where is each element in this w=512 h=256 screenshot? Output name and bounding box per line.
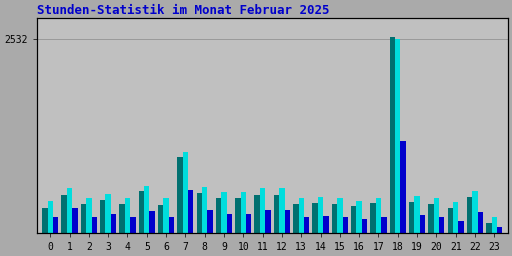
Bar xyxy=(235,198,241,233)
Bar xyxy=(492,217,497,233)
Bar xyxy=(395,39,400,233)
Bar xyxy=(207,210,213,233)
Bar xyxy=(497,227,502,233)
Bar xyxy=(163,198,169,233)
Bar xyxy=(318,197,323,233)
Bar xyxy=(439,217,444,233)
Bar xyxy=(177,157,183,233)
Bar xyxy=(414,196,420,233)
Bar xyxy=(183,152,188,233)
Bar xyxy=(144,186,150,233)
Bar xyxy=(105,194,111,233)
Bar xyxy=(254,195,260,233)
Bar xyxy=(285,210,290,233)
Bar xyxy=(53,218,58,233)
Bar xyxy=(467,197,472,233)
Bar xyxy=(390,37,395,233)
Bar xyxy=(48,201,53,233)
Bar xyxy=(246,214,251,233)
Bar xyxy=(298,198,304,233)
Bar xyxy=(169,218,174,233)
Bar xyxy=(111,214,116,233)
Bar xyxy=(472,191,478,233)
Bar xyxy=(279,188,285,233)
Bar xyxy=(81,205,86,233)
Bar xyxy=(227,214,232,233)
Bar xyxy=(265,210,271,233)
Bar xyxy=(381,218,387,233)
Bar xyxy=(356,201,362,233)
Bar xyxy=(293,205,298,233)
Bar xyxy=(376,198,381,233)
Bar xyxy=(274,195,279,233)
Bar xyxy=(100,200,105,233)
Bar xyxy=(312,203,318,233)
Bar xyxy=(420,215,425,233)
Bar xyxy=(72,208,78,233)
Bar xyxy=(337,198,343,233)
Bar xyxy=(351,206,356,233)
Bar xyxy=(260,188,265,233)
Bar xyxy=(125,198,130,233)
Bar xyxy=(202,187,207,233)
Bar xyxy=(158,205,163,233)
Bar xyxy=(458,221,464,233)
Bar xyxy=(188,190,194,233)
Bar xyxy=(130,218,136,233)
Text: Stunden-Statistik im Monat Februar 2025: Stunden-Statistik im Monat Februar 2025 xyxy=(37,4,329,17)
Bar xyxy=(453,202,458,233)
Bar xyxy=(197,193,202,233)
Bar xyxy=(86,198,92,233)
Bar xyxy=(42,208,48,233)
Bar xyxy=(139,191,144,233)
Bar xyxy=(323,216,329,233)
Bar xyxy=(409,202,414,233)
Bar xyxy=(119,205,125,233)
Bar xyxy=(428,204,434,233)
Bar xyxy=(486,223,492,233)
Bar xyxy=(221,192,227,233)
Bar xyxy=(343,218,348,233)
Bar xyxy=(478,212,483,233)
Bar xyxy=(362,219,367,233)
Bar xyxy=(304,218,309,233)
Bar xyxy=(400,141,406,233)
Bar xyxy=(67,188,72,233)
Bar xyxy=(150,211,155,233)
Bar xyxy=(216,198,221,233)
Bar xyxy=(332,204,337,233)
Bar xyxy=(370,203,376,233)
Bar xyxy=(447,208,453,233)
Bar xyxy=(241,192,246,233)
Bar xyxy=(61,195,67,233)
Bar xyxy=(434,198,439,233)
Bar xyxy=(92,218,97,233)
